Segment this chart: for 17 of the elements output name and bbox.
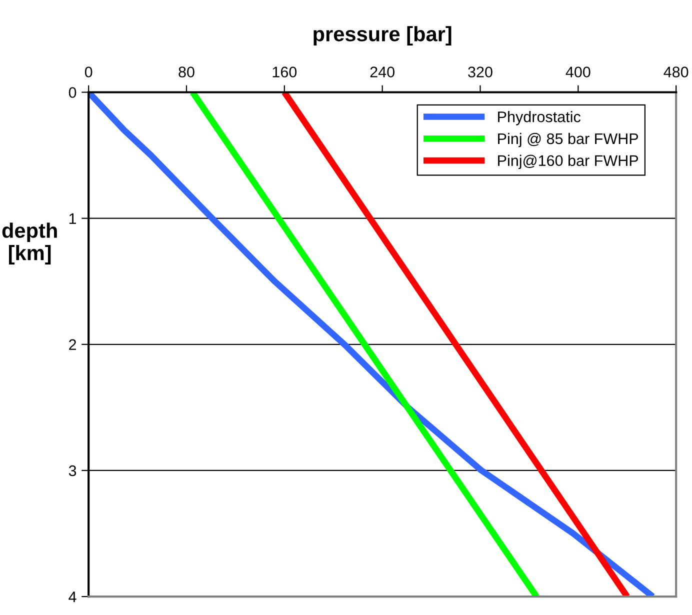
- legend-label: Phydrostatic: [498, 111, 580, 126]
- x-axis-title: pressure [bar]: [314, 26, 452, 46]
- x-tick-label: 160: [272, 66, 297, 78]
- y-tick-label: 1: [69, 213, 76, 224]
- y-axis-title: depth [km]: [2, 222, 57, 264]
- x-tick-label: 0: [84, 66, 92, 78]
- y-tick-label: 0: [68, 87, 76, 98]
- legend-label: Pinj @ 85 bar FWHP: [498, 132, 638, 148]
- x-tick-label: 80: [178, 66, 194, 78]
- legend-label: Pinj@160 bar FWHP: [498, 154, 638, 170]
- x-tick-label: 240: [370, 66, 394, 78]
- x-tick-label: 480: [664, 66, 688, 78]
- y-tick-label: 2: [69, 339, 76, 350]
- y-tick-label: 3: [68, 465, 76, 476]
- x-tick-label: 320: [468, 66, 492, 78]
- x-tick-label: 400: [566, 66, 590, 78]
- y-tick-label: 4: [68, 592, 76, 602]
